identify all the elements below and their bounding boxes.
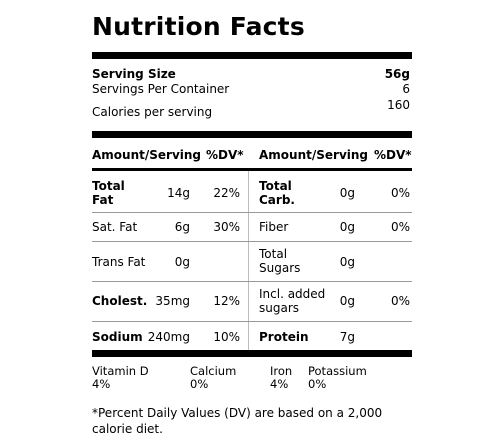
serving-size-value: 56g — [384, 67, 410, 81]
header-right-amount: Amount/Serving — [259, 148, 369, 162]
calories-value: 160 — [387, 98, 410, 112]
servings-per-container-label: Servings Per Container — [92, 82, 230, 96]
servings-per-container-value: 6 — [402, 82, 410, 96]
header-right-dv: %DV* — [374, 148, 412, 162]
nutrient-name: Sugars — [259, 261, 301, 275]
nutrient-name: Carb. — [259, 193, 295, 207]
nutrient-amount: 7g — [339, 330, 355, 344]
header-left-amount: Amount/Serving — [92, 148, 202, 162]
nutrient-name: Total — [259, 247, 288, 261]
nutrient-name: Trans Fat — [92, 255, 146, 269]
footnote-line: calorie diet. — [92, 422, 163, 436]
row-divider — [92, 321, 412, 322]
row-divider — [92, 212, 412, 213]
serving-size-label: Serving Size — [92, 67, 176, 81]
nutrient-name: sugars — [259, 301, 300, 315]
vitamin-name: Calcium — [190, 364, 237, 378]
divider-thick-vitamins — [92, 350, 412, 357]
nutrient-amount: 0g — [174, 255, 190, 269]
vitamin-name: Potassium — [308, 364, 367, 378]
vitamin-value: 4% — [270, 377, 289, 391]
nutrient-name: Incl. added — [259, 287, 326, 301]
nutrient-dv: 0% — [390, 186, 410, 200]
nutrient-amount: 14g — [167, 186, 190, 200]
nutrient-amount: 35mg — [155, 294, 190, 308]
vitamin-name: Vitamin D — [92, 364, 149, 378]
vitamin-value: 0% — [308, 377, 327, 391]
row-divider — [92, 281, 412, 282]
nutrient-name: Fiber — [259, 220, 289, 234]
vitamin-value: 4% — [92, 377, 111, 391]
divider-header — [92, 168, 412, 171]
nutrient-amount: 0g — [339, 220, 355, 234]
nutrient-amount: 6g — [174, 220, 190, 234]
nutrient-dv: 0% — [390, 220, 410, 234]
nutrient-name: Protein — [259, 330, 309, 344]
column-divider — [248, 171, 249, 350]
vitamin-value: 0% — [190, 377, 209, 391]
row-divider — [92, 241, 412, 242]
label-title: Nutrition Facts — [92, 12, 305, 41]
nutrient-amount: 240mg — [147, 330, 190, 344]
nutrient-name: Cholest. — [92, 294, 148, 308]
calories-label: Calories per serving — [92, 105, 213, 119]
nutrient-amount: 0g — [339, 186, 355, 200]
nutrient-name: Fat — [92, 193, 114, 207]
nutrient-name: Sat. Fat — [92, 220, 138, 234]
nutrient-dv: 0% — [390, 294, 410, 308]
vitamin-name: Iron — [270, 364, 293, 378]
nutrient-name: Sodium — [92, 330, 143, 344]
nutrient-name: Total — [259, 179, 292, 193]
divider-thick-calories — [92, 131, 412, 138]
nutrient-amount: 0g — [339, 294, 355, 308]
nutrient-dv: 12% — [213, 294, 240, 308]
nutrient-name: Total — [92, 179, 125, 193]
divider-thick-top — [92, 52, 412, 59]
nutrient-dv: 10% — [213, 330, 240, 344]
nutrient-amount: 0g — [339, 255, 355, 269]
nutrient-dv: 22% — [213, 186, 240, 200]
nutrient-dv: 30% — [213, 220, 240, 234]
header-left-dv: %DV* — [206, 148, 244, 162]
footnote-line: *Percent Daily Values (DV) are based on … — [92, 406, 383, 420]
